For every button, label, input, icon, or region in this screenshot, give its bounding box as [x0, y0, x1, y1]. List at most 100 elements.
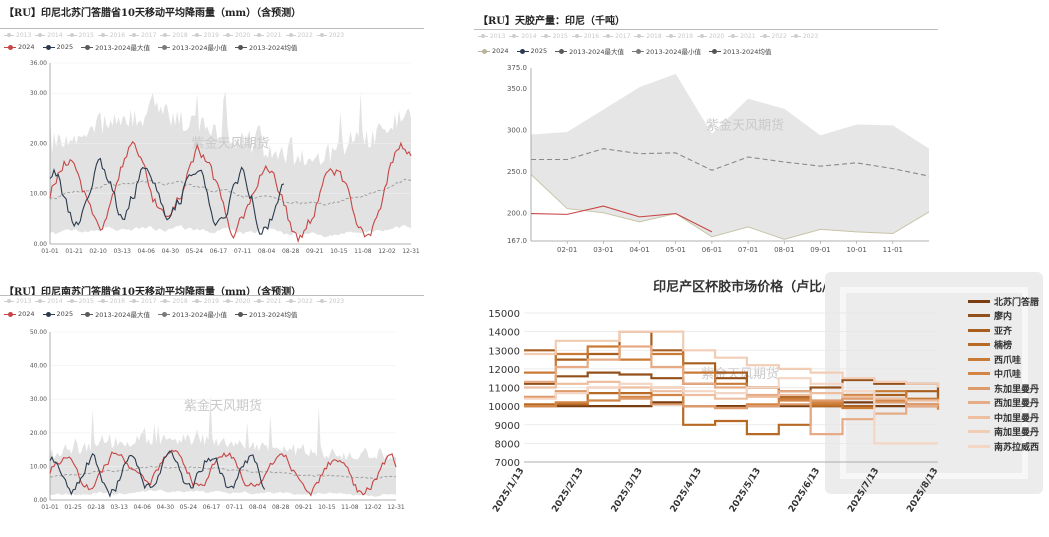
legend-item[interactable]: 南加里曼丹: [968, 425, 1039, 440]
legend-year-2015[interactable]: 2015: [66, 298, 94, 305]
legend-year-2016[interactable]: 2016: [97, 32, 125, 39]
series-2024-line: [530, 205, 713, 233]
legend-marker-icon: [696, 34, 707, 39]
legend-year-2023[interactable]: 2023: [316, 32, 345, 39]
legend-marker-icon: [35, 33, 46, 38]
legend-item-min[interactable]: 2013-2024最小值: [158, 42, 227, 52]
x-tick-label: 08-04: [249, 504, 267, 511]
legend-year-2018[interactable]: 2018: [160, 298, 188, 305]
legend-item-y2024[interactable]: 2024: [4, 42, 35, 52]
legend-year-2023[interactable]: 2023: [790, 33, 818, 40]
year-legend[interactable]: 2013 2014 2015 2016 2017 2018 2019 2020 2021 2022…: [478, 33, 818, 40]
legend-year-2016[interactable]: 2016: [97, 298, 125, 305]
legend-item-y2025[interactable]: 2025: [42, 42, 73, 52]
y-tick-label: 12000: [488, 365, 520, 376]
legend-year-2022[interactable]: 2022: [285, 32, 313, 39]
legend-year-2021[interactable]: 2021: [728, 33, 756, 40]
legend-year-2021[interactable]: 2021: [254, 298, 282, 305]
legend-item-max[interactable]: 2013-2024最大值: [81, 309, 150, 319]
series-legend[interactable]: 2024 2025 2013-2024最大值 2013-2024最小值 2013-202…: [4, 309, 297, 319]
legend-item-y2025[interactable]: 2025: [42, 309, 74, 319]
legend-year-2014[interactable]: 2014: [35, 32, 63, 39]
legend-year-2018[interactable]: 2018: [160, 32, 188, 39]
x-tick-label: 03-01: [593, 246, 613, 254]
legend-year-2020[interactable]: 2020: [222, 298, 250, 305]
legend-item[interactable]: 楠榜: [968, 338, 1039, 353]
legend-item-avg[interactable]: 2013-2024均值: [234, 309, 297, 319]
legend-marker-icon: [555, 48, 568, 54]
legend-marker-icon: [129, 299, 140, 304]
legend-marker-icon: [158, 311, 171, 317]
legend-item-y2025[interactable]: 2025: [516, 46, 547, 56]
legend-year-2020[interactable]: 2020: [222, 32, 250, 39]
legend-year-2018[interactable]: 2018: [634, 33, 662, 40]
legend-item[interactable]: 西爪哇: [968, 352, 1039, 367]
legend-item[interactable]: 北苏门答腊: [968, 294, 1039, 309]
legend-item[interactable]: 亚齐: [968, 323, 1039, 338]
legend-label: 2025: [56, 310, 74, 318]
legend-item[interactable]: 南苏拉威西: [968, 439, 1039, 454]
legend-item-max[interactable]: 2013-2024最大值: [81, 42, 150, 52]
legend-year-label: 2014: [47, 32, 63, 39]
year-legend[interactable]: 2013 2014 2015 2016 2017 2018 2019 2020 2021 2022…: [4, 298, 344, 305]
legend-item[interactable]: 中加里曼丹: [968, 410, 1039, 425]
legend-year-2017[interactable]: 2017: [603, 33, 630, 40]
series-min-line: [530, 174, 930, 240]
legend-item-max[interactable]: 2013-2024最大值: [555, 46, 624, 56]
series-legend[interactable]: 2024 2025 2013-2024最大值 2013-2024最小值 2013-202…: [4, 42, 297, 52]
x-tick-label: 01-25: [64, 504, 82, 511]
legend-item-avg[interactable]: 2013-2024均值: [708, 46, 771, 56]
year-legend[interactable]: 2013 2014 2015 2016 2017 2018 2019 2020 2021 2022…: [4, 32, 344, 39]
price-legend[interactable]: 北苏门答腊 廖内 亚齐楠榜 西爪哇 中爪哇 东加里曼丹 西加里曼丹 中加里曼丹 南加里曼丹 南苏拉…: [968, 294, 1039, 454]
legend-item[interactable]: 东加里曼丹: [968, 381, 1039, 396]
legend-marker-icon: [285, 299, 296, 304]
legend-year-2019[interactable]: 2019: [665, 33, 693, 40]
y-tick-label: 10.00: [30, 463, 47, 470]
legend-marker-icon: [81, 44, 94, 50]
legend-year-2015[interactable]: 2015: [540, 33, 568, 40]
legend-year-2014[interactable]: 2014: [35, 298, 63, 305]
legend-year-2016[interactable]: 2016: [571, 33, 599, 40]
panel-cup-lump-prices: 印尼产区杯胶市场价格（卢比/千克） 紫金天风期货 7000 8000 9000 1000…: [470, 270, 1049, 537]
legend-year-2015[interactable]: 2015: [66, 32, 94, 39]
legend-year-2019[interactable]: 2019: [191, 32, 219, 39]
legend-year-2013[interactable]: 2013: [4, 298, 31, 305]
watermark: 紫金天风期货: [701, 366, 779, 382]
legend-marker-icon: [4, 33, 14, 38]
legend-year-label: 2023: [328, 32, 345, 39]
legend-year-2022[interactable]: 2022: [759, 33, 787, 40]
legend-year-2020[interactable]: 2020: [696, 33, 724, 40]
legend-item-min[interactable]: 2013-2024最小值: [632, 46, 701, 56]
legend-year-2017[interactable]: 2017: [129, 32, 156, 39]
legend-item[interactable]: 廖内: [968, 309, 1039, 324]
legend-item-avg[interactable]: 2013-2024均值: [234, 42, 297, 52]
x-tick-label: 06-17: [210, 248, 228, 255]
legend-year-label: 2019: [203, 298, 219, 305]
legend-item-y2024[interactable]: 2024: [478, 46, 509, 56]
x-tick-label: 04-06: [134, 504, 152, 511]
legend-year-2013[interactable]: 2013: [478, 33, 505, 40]
series-2024-line: [49, 449, 397, 497]
legend-year-2022[interactable]: 2022: [285, 298, 313, 305]
legend-label: 楠榜: [994, 341, 1013, 352]
series-line-南加里曼丹: [524, 330, 940, 388]
legend-year-label: 2013: [16, 32, 32, 39]
x-tick-label: 06-17: [203, 504, 221, 511]
legend-item[interactable]: 中爪哇: [968, 367, 1039, 382]
x-tick-label: 07-11: [234, 248, 252, 255]
legend-year-2023[interactable]: 2023: [316, 298, 345, 305]
legend-year-label: 2023: [328, 298, 345, 305]
legend-swatch-icon: [968, 372, 990, 376]
series-legend[interactable]: 2024 2025 2013-2024最大值 2013-2024最小值 2013-202…: [478, 46, 771, 56]
legend-marker-icon: [160, 299, 171, 304]
x-tick-label: 10-01: [846, 246, 866, 254]
legend-item[interactable]: 西加里曼丹: [968, 396, 1039, 411]
legend-year-2014[interactable]: 2014: [509, 33, 537, 40]
legend-year-2019[interactable]: 2019: [191, 298, 219, 305]
legend-item-min[interactable]: 2013-2024最小值: [158, 309, 227, 319]
legend-year-2013[interactable]: 2013: [4, 32, 31, 39]
y-tick-label: 0.00: [34, 241, 48, 248]
legend-year-2021[interactable]: 2021: [254, 32, 282, 39]
legend-year-2017[interactable]: 2017: [129, 298, 156, 305]
legend-item-y2024[interactable]: 2024: [4, 309, 35, 319]
